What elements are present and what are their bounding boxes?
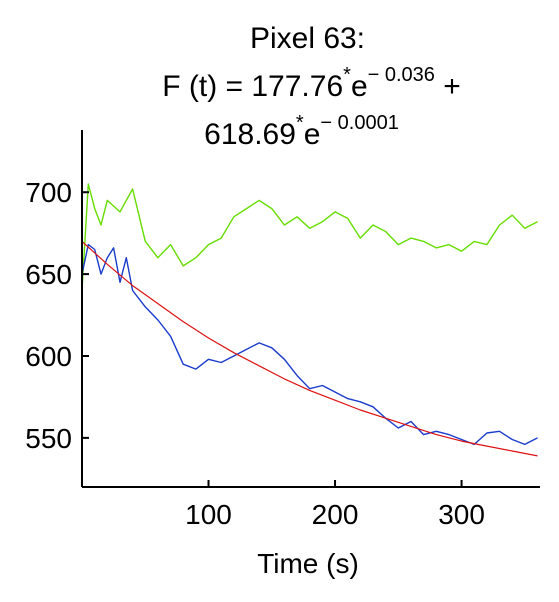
x-tick-label: 300 [438, 499, 485, 530]
y-tick-label: 650 [25, 259, 72, 290]
y-tick-label: 550 [25, 423, 72, 454]
x-axis-title: Time (s) [257, 548, 359, 579]
series-0-line [81, 183, 538, 291]
ticks-layer: 550 600 650 700 100 200 300 [25, 177, 485, 530]
x-tick-label: 200 [312, 499, 359, 530]
x-tick-label: 100 [185, 499, 232, 530]
y-tick-label: 600 [25, 341, 72, 372]
series-1-line [81, 243, 538, 446]
series-2-line [81, 240, 538, 457]
series-layer [81, 183, 538, 457]
y-tick-label: 700 [25, 177, 72, 208]
chart-title-line-2: F (t) = 177.76*e− 0.036 + [162, 64, 461, 103]
chart-title-line-1: Pixel 63: [249, 22, 366, 55]
chart-title-line-3: 618.69*e− 0.0001 [204, 112, 399, 151]
